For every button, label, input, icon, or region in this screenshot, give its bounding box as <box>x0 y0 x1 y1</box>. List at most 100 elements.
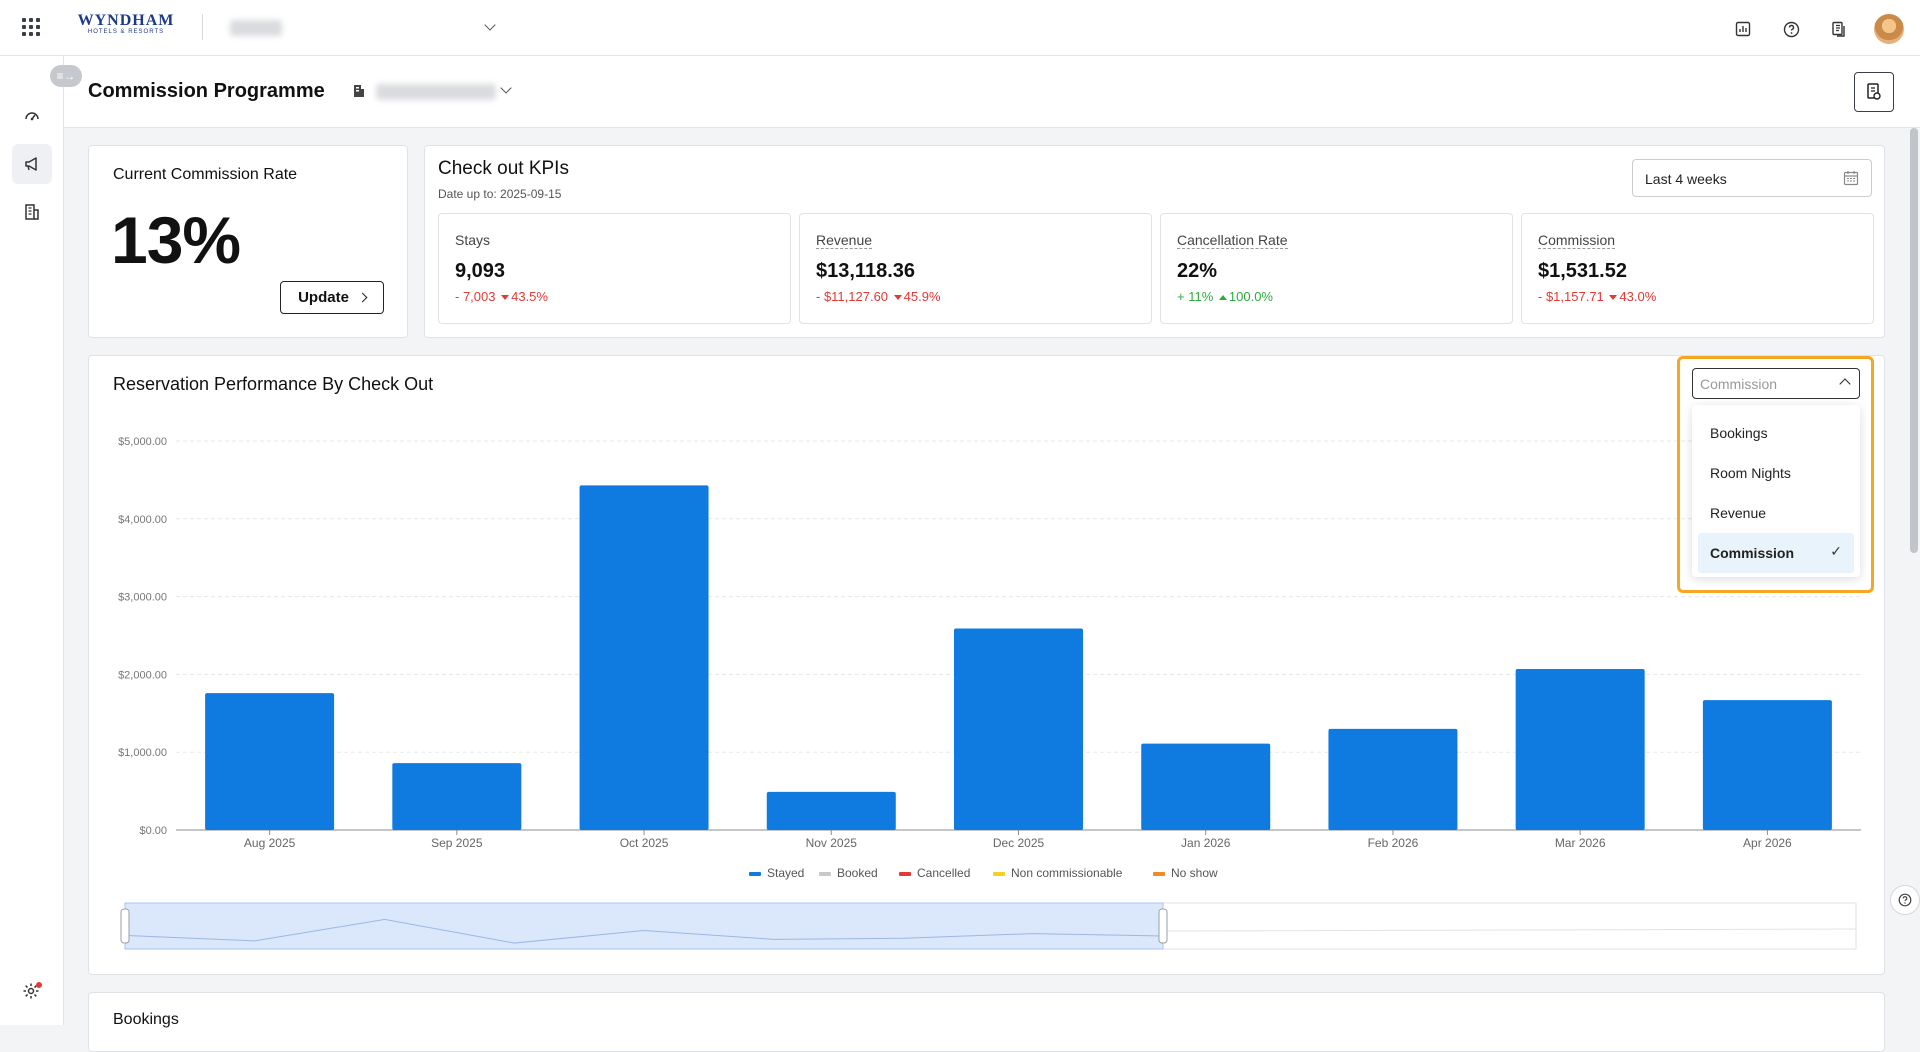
x-tick-label: Aug 2025 <box>244 836 296 850</box>
report-icon <box>1867 83 1881 100</box>
bar <box>954 628 1083 830</box>
metric-select[interactable]: Commission <box>1692 368 1860 399</box>
kpi-label: Revenue <box>816 232 873 249</box>
chart-title: Reservation Performance By Check Out <box>113 374 434 394</box>
kpi-delta-value: - 7,003 <box>455 289 496 304</box>
floating-help-icon[interactable] <box>1890 885 1920 915</box>
collapse-sidebar-button[interactable]: ≡→ <box>50 65 82 87</box>
kpi-value: $13,118.36 <box>816 260 915 282</box>
legend-label: Booked <box>837 866 878 880</box>
kpi-title: Check out KPIs <box>438 158 569 179</box>
bar <box>205 693 335 830</box>
sidebar <box>0 56 64 1025</box>
property-group-select[interactable] <box>220 14 500 42</box>
bookings-title: Bookings <box>113 1011 179 1028</box>
page-title: Commission Programme <box>88 80 325 102</box>
top-bar: WYNDHAM HOTELS & RESORTS <box>0 0 1920 56</box>
period-select[interactable]: Last 4 weeks <box>1632 159 1872 197</box>
bookings-card: Bookings <box>88 992 1885 1052</box>
building-icon <box>25 204 39 220</box>
x-tick-label: Mar 2026 <box>1555 836 1606 850</box>
app-grid-icon[interactable] <box>22 18 40 36</box>
legend-label: Stayed <box>767 866 804 880</box>
menu-item-bookings[interactable]: Bookings <box>1692 413 1860 453</box>
kpi-delta-value: - $11,127.60 <box>816 289 889 304</box>
gauge-icon <box>25 112 39 121</box>
bar <box>1702 700 1832 830</box>
kpi-box: Commission $1,531.52 - $1,157.71 43.0% <box>1521 213 1874 324</box>
kpi-delta-percent: 43.5% <box>511 289 548 304</box>
rate-value: 13% <box>111 203 241 277</box>
x-tick-label: Feb 2026 <box>1368 836 1419 850</box>
redacted-text <box>230 20 282 36</box>
bar <box>579 485 709 830</box>
kpi-box: Revenue $13,118.36 - $11,127.60 45.9% <box>799 213 1152 324</box>
kpi-value: 9,093 <box>455 260 506 282</box>
menu-item-room-nights[interactable]: Room Nights <box>1692 453 1860 493</box>
chevron-down-icon <box>500 82 512 94</box>
metric-selector-highlight <box>1677 356 1874 593</box>
zoom-handle-left[interactable] <box>120 908 130 944</box>
legend-label: Non commissionable <box>1011 866 1123 880</box>
legend-swatch <box>819 872 831 876</box>
y-tick-label: $4,000.00 <box>118 514 167 526</box>
legend-swatch <box>749 872 761 876</box>
user-avatar[interactable] <box>1874 14 1904 44</box>
y-tick-label: $1,000.00 <box>118 747 167 759</box>
y-tick-label: $3,000.00 <box>118 592 167 604</box>
page-scrollbar[interactable] <box>1910 128 1918 553</box>
menu-item-revenue[interactable]: Revenue <box>1692 493 1860 533</box>
kpi-value: $1,531.52 <box>1538 260 1627 282</box>
kpi-delta-percent: 45.9% <box>903 289 941 304</box>
kpi-card: Check out KPIs Date up to: 2025-09-15 La… <box>424 145 1885 338</box>
bar <box>766 791 896 830</box>
metric-select-value: Commission <box>1700 376 1778 392</box>
bar <box>1328 728 1458 830</box>
menu-item-label: Revenue <box>1710 505 1767 521</box>
divider <box>202 14 203 40</box>
redacted-text <box>376 84 496 100</box>
bar <box>392 763 522 830</box>
chevron-up-icon <box>1839 378 1851 390</box>
kpi-date-note: Date up to: 2025-09-15 <box>438 187 562 201</box>
chevron-down-icon <box>484 19 496 31</box>
report-button[interactable] <box>1854 72 1894 112</box>
report-chart-icon[interactable] <box>1730 16 1756 42</box>
x-tick-label: Dec 2025 <box>993 836 1045 850</box>
menu-item-label: Bookings <box>1710 425 1768 441</box>
kpi-label: Commission <box>1538 232 1616 249</box>
kpi-delta-percent: 43.0% <box>1619 289 1657 304</box>
brand-tagline: HOTELS & RESORTS <box>87 29 165 35</box>
legend-swatch <box>1153 872 1165 876</box>
hotel-select[interactable] <box>350 80 520 104</box>
help-icon[interactable] <box>1778 16 1804 42</box>
kpi-box: Stays 9,093 - 7,003 43.5% <box>438 213 791 324</box>
kpi-delta-value: + 11% <box>1177 289 1214 304</box>
bar <box>1515 668 1645 830</box>
x-tick-label: Jan 2026 <box>1181 836 1231 850</box>
page-header: Commission Programme <box>64 56 1920 128</box>
chevron-right-icon <box>357 292 368 303</box>
documents-icon[interactable] <box>1826 16 1852 42</box>
sidebar-item-dashboard[interactable] <box>12 95 52 135</box>
kpi-delta-value: - $1,157.71 <box>1538 289 1604 304</box>
notification-dot <box>36 982 42 988</box>
menu-item-label: Commission <box>1710 545 1795 561</box>
sidebar-item-commission[interactable] <box>12 144 52 184</box>
sidebar-item-properties[interactable] <box>12 192 52 232</box>
commission-rate-card: Current Commission Rate 13% Update <box>88 145 408 338</box>
kpi-value: 22% <box>1177 260 1218 282</box>
settings-gear-icon[interactable] <box>22 982 40 1005</box>
brand-logo[interactable]: WYNDHAM HOTELS & RESORTS <box>76 12 176 35</box>
top-icons <box>1730 14 1904 44</box>
menu-item-commission[interactable]: Commission ✓ <box>1698 533 1854 573</box>
calendar-icon <box>1843 171 1859 186</box>
metric-dropdown-menu: Bookings Room Nights Revenue Commission ✓ <box>1692 405 1860 577</box>
update-button[interactable]: Update <box>280 281 384 314</box>
x-tick-label: Nov 2025 <box>806 836 858 850</box>
reservation-chart: $0.00 $1,000.00 $2,000.00 $3,000.00 $4,000.0… <box>118 436 1861 950</box>
x-tick-label: Sep 2025 <box>431 836 483 850</box>
update-label: Update <box>298 289 349 306</box>
trend-down-icon <box>893 295 902 301</box>
zoom-handle-right[interactable] <box>1158 908 1168 944</box>
